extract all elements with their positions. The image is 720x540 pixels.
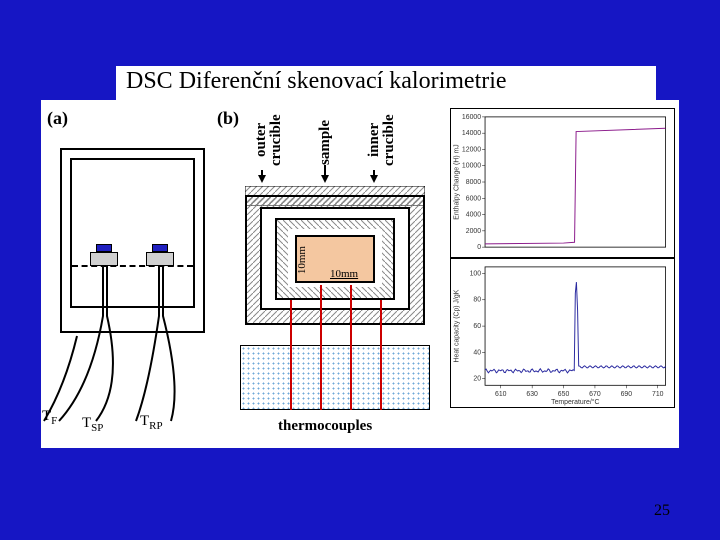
slide-root: DSC Diferenční skenovací kalorimetrie (a… <box>0 0 720 540</box>
arrow-outer <box>258 175 266 183</box>
dim-vertical: 10mm <box>296 246 308 274</box>
reference-pan <box>146 252 174 266</box>
svg-text:Heat capacity (Cp) J/gK: Heat capacity (Cp) J/gK <box>453 289 460 362</box>
svg-text:16000: 16000 <box>462 114 481 121</box>
svg-text:630: 630 <box>526 391 538 398</box>
svg-text:4000: 4000 <box>466 212 481 219</box>
tc-line-3 <box>350 285 352 410</box>
svg-text:60: 60 <box>473 323 481 330</box>
inner-crucible-label: inner crucible <box>367 105 397 175</box>
svg-text:650: 650 <box>558 391 570 398</box>
svg-text:670: 670 <box>589 391 601 398</box>
arrow-inner <box>370 175 378 183</box>
svg-text:Enthalpy Change (H) mJ: Enthalpy Change (H) mJ <box>453 144 460 219</box>
dim-horizontal: 10mm <box>330 268 358 280</box>
arrow-inner-stem <box>373 170 375 175</box>
svg-text:2000: 2000 <box>466 228 481 235</box>
svg-text:6000: 6000 <box>466 195 481 202</box>
arrow-outer-stem <box>261 170 263 175</box>
heatcapacity-chart: 20 40 60 80 100 610 630 650 670 690 710 Heat capaci… <box>450 258 675 408</box>
arrow-sample <box>321 175 329 183</box>
tc-line-1 <box>290 300 292 410</box>
reference-monitor <box>152 244 168 252</box>
svg-text:10000: 10000 <box>462 163 481 170</box>
svg-text:8000: 8000 <box>466 179 481 186</box>
svg-text:12000: 12000 <box>462 146 481 153</box>
svg-text:40: 40 <box>473 349 481 356</box>
trp-label: TRP <box>140 413 163 432</box>
svg-text:710: 710 <box>652 391 664 398</box>
thermocouples-label: thermocouples <box>278 418 372 435</box>
outer-crucible-label: outer crucible <box>254 105 284 175</box>
page-title: DSC Diferenční skenovací kalorimetrie <box>126 68 507 95</box>
svg-text:Temperature/°C: Temperature/°C <box>551 398 599 406</box>
tf-label: TF <box>42 408 57 427</box>
sample-pan <box>90 252 118 266</box>
panel-b-label: (b) <box>217 108 239 129</box>
tc-line-2 <box>320 285 322 410</box>
svg-text:80: 80 <box>473 297 481 304</box>
tc-line-4 <box>380 300 382 410</box>
svg-text:690: 690 <box>621 391 633 398</box>
svg-text:14000: 14000 <box>462 130 481 137</box>
svg-text:100: 100 <box>470 270 482 277</box>
svg-text:20: 20 <box>473 376 481 383</box>
panel-a-label: (a) <box>47 108 68 129</box>
tsp-label: TSP <box>82 415 103 434</box>
page-number: 25 <box>654 502 670 520</box>
sample-label: sample <box>318 115 333 170</box>
sample-monitor <box>96 244 112 252</box>
svg-text:0: 0 <box>477 244 481 251</box>
svg-text:610: 610 <box>495 391 507 398</box>
arrow-sample-stem <box>324 165 326 175</box>
enthalpy-chart: 0 2000 4000 6000 8000 10000 12000 14000 16000 Ent… <box>450 108 675 258</box>
thermocouple-leads <box>41 266 221 426</box>
coolant-bath <box>240 345 430 410</box>
